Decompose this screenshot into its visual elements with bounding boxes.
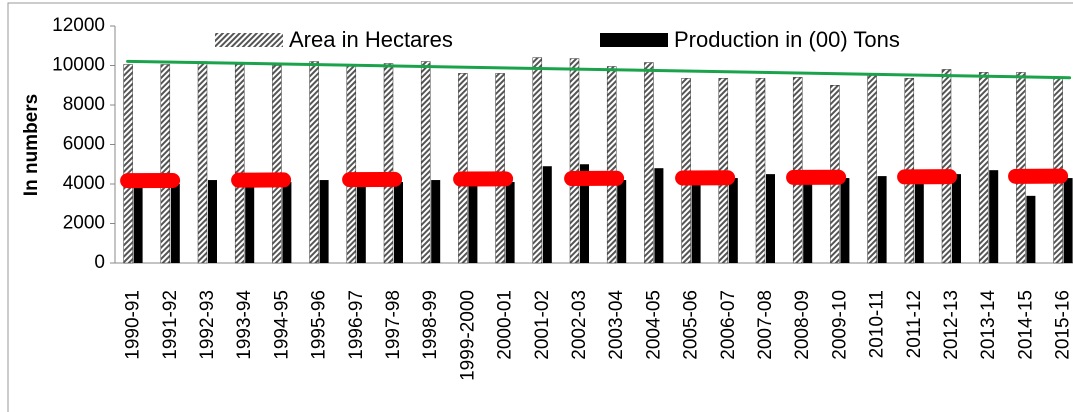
legend-swatch bbox=[215, 33, 283, 47]
x-tick-label: 1993-94 bbox=[234, 290, 255, 360]
legend-label: Production in (00) Tons bbox=[674, 27, 900, 52]
x-tick-label: 1997-98 bbox=[383, 290, 404, 360]
bar bbox=[728, 178, 738, 263]
bar bbox=[1016, 72, 1026, 264]
bar bbox=[580, 164, 589, 263]
bar bbox=[766, 174, 775, 263]
x-tick-label: 2010-11 bbox=[867, 290, 888, 358]
y-tick-label: 2000 bbox=[63, 213, 105, 234]
x-tick-label: 2013-14 bbox=[978, 290, 999, 360]
bar bbox=[941, 69, 952, 264]
y-tick-label: 12000 bbox=[52, 15, 105, 36]
bar bbox=[989, 170, 999, 263]
bar bbox=[978, 72, 989, 264]
bar bbox=[606, 66, 617, 264]
x-tick-label: 2011-12 bbox=[904, 290, 925, 358]
bar bbox=[654, 168, 664, 263]
x-tick-label: 2015-16 bbox=[1053, 290, 1073, 360]
bar bbox=[309, 61, 319, 264]
bar bbox=[495, 73, 505, 264]
legend-label: Area in Hectares bbox=[289, 27, 453, 52]
x-tick-label: 2012-13 bbox=[941, 290, 962, 360]
bar bbox=[346, 65, 357, 264]
chart-border bbox=[7, 2, 1073, 412]
x-tick-label: 2008-09 bbox=[792, 290, 813, 360]
bar bbox=[803, 176, 813, 263]
bar bbox=[319, 180, 329, 263]
x-tick-label: 1995-96 bbox=[309, 290, 330, 360]
bar bbox=[208, 180, 217, 263]
bar bbox=[431, 180, 441, 263]
bar bbox=[542, 166, 552, 263]
bar bbox=[133, 182, 143, 263]
bar bbox=[458, 73, 468, 264]
x-tick-label: 1991-92 bbox=[160, 290, 181, 360]
y-tick-label: 6000 bbox=[63, 134, 105, 155]
y-tick-label: 10000 bbox=[52, 55, 105, 76]
x-tick-label: 1992-93 bbox=[197, 290, 218, 360]
trend-line bbox=[126, 59, 1072, 80]
x-tick-label: 1998-99 bbox=[420, 290, 441, 360]
x-tick-label: 2004-05 bbox=[643, 290, 664, 360]
plot: 0 2000 4000 6000 8000 10000 12000 1990-91 1991-9… bbox=[52, 15, 1073, 381]
x-tick-label: 2003-04 bbox=[606, 290, 627, 360]
bar bbox=[468, 182, 478, 263]
bar bbox=[877, 176, 887, 263]
bar bbox=[952, 174, 961, 263]
bar bbox=[197, 61, 208, 264]
bar bbox=[282, 182, 292, 263]
bar bbox=[272, 65, 282, 264]
x-tick-label: 1996-97 bbox=[346, 290, 367, 360]
bar bbox=[914, 178, 924, 263]
x-tick-label: 2000-01 bbox=[495, 290, 516, 360]
x-tick-label: 2001-02 bbox=[532, 290, 553, 360]
bar bbox=[867, 75, 877, 264]
bar bbox=[644, 62, 654, 264]
x-tick-label: 1994-95 bbox=[271, 290, 292, 360]
x-tick-label: 2002-03 bbox=[569, 290, 590, 360]
x-tick-label: 2005-06 bbox=[681, 290, 702, 360]
bar bbox=[755, 78, 766, 264]
trend-line bbox=[120, 168, 1073, 189]
bar bbox=[840, 178, 850, 263]
bar bbox=[505, 182, 515, 263]
bar bbox=[170, 184, 180, 263]
y-tick-label: 0 bbox=[94, 252, 105, 273]
x-tick-label: 2009-10 bbox=[829, 290, 850, 360]
bar bbox=[1026, 195, 1036, 263]
y-axis-title: In numbers bbox=[21, 94, 42, 196]
bar bbox=[532, 57, 543, 264]
bar bbox=[394, 182, 403, 263]
bar bbox=[245, 184, 255, 263]
x-tick-label: 1999-2000 bbox=[457, 290, 478, 381]
x-tick-label: 2007-08 bbox=[755, 290, 776, 360]
x-tick-label: 2014-15 bbox=[1015, 290, 1036, 360]
y-tick-label: 8000 bbox=[63, 94, 105, 115]
legend-swatch bbox=[600, 33, 668, 47]
bar bbox=[383, 63, 394, 264]
bar bbox=[356, 182, 366, 263]
x-tick-label: 1990-91 bbox=[123, 290, 144, 360]
bar bbox=[420, 61, 431, 264]
bar bbox=[691, 180, 701, 263]
x-tick-label: 2006-07 bbox=[718, 290, 739, 360]
bar bbox=[234, 64, 245, 264]
bar bbox=[617, 180, 627, 263]
bar bbox=[569, 58, 580, 264]
bar bbox=[160, 64, 171, 264]
y-tick-label: 4000 bbox=[63, 173, 105, 194]
bar bbox=[1063, 178, 1073, 263]
bar bbox=[123, 64, 133, 264]
